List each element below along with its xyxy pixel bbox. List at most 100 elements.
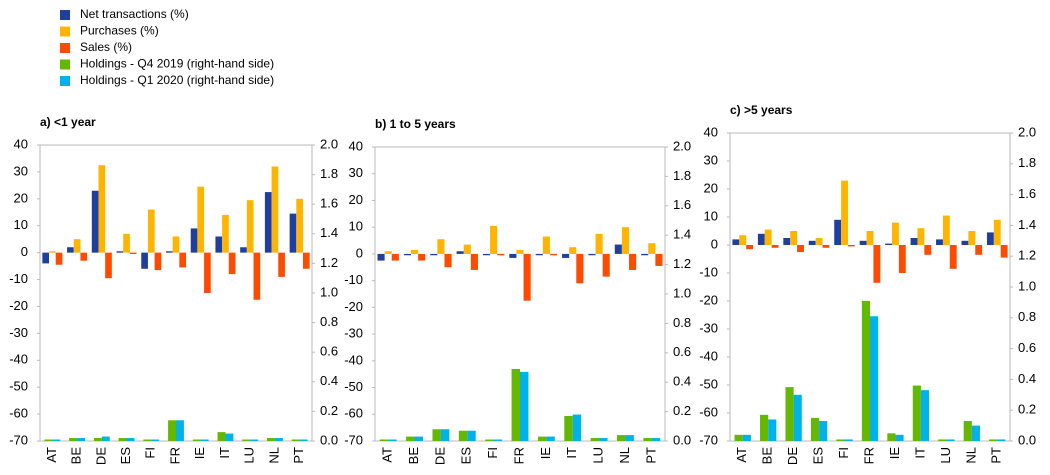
- bar: [975, 245, 983, 255]
- bar: [77, 438, 86, 441]
- bar: [391, 253, 399, 261]
- bar: [440, 429, 450, 441]
- y2-tick-label: 0.2: [320, 403, 338, 418]
- bar: [655, 253, 663, 266]
- bar: [997, 439, 1006, 441]
- x-tick-label: ES: [118, 447, 133, 465]
- legend-swatch: [60, 59, 70, 70]
- y-tick-label: -70: [344, 432, 363, 447]
- x-tick-label: NL: [963, 447, 978, 464]
- legend-swatch: [60, 10, 70, 20]
- y2-tick-label: 1.6: [1018, 186, 1036, 201]
- bar: [588, 253, 596, 256]
- bar: [225, 433, 234, 441]
- y-tick-label: -40: [344, 352, 363, 367]
- bar: [176, 420, 184, 441]
- bar: [793, 394, 802, 441]
- bar: [246, 200, 254, 253]
- bar: [467, 430, 476, 441]
- bar: [98, 165, 106, 253]
- bar: [242, 439, 251, 441]
- y-tick-label: 40: [14, 136, 28, 151]
- bar: [296, 198, 303, 253]
- bar: [768, 419, 777, 441]
- y2-tick-label: 1.2: [673, 256, 691, 271]
- bar: [379, 439, 389, 441]
- y2-tick-label: 0.2: [673, 403, 691, 418]
- bar: [430, 253, 438, 256]
- y2-tick-label: 1.2: [1018, 248, 1036, 263]
- bar: [546, 436, 555, 441]
- y-tick-label: 30: [704, 152, 718, 167]
- y2-tick-label: 0.0: [1018, 432, 1036, 447]
- y-tick-label: -40: [9, 352, 28, 367]
- x-tick-label: DE: [785, 447, 800, 465]
- y2-tick-label: 0.4: [320, 373, 338, 388]
- bar: [910, 238, 918, 245]
- y2-tick-label: 0.6: [673, 344, 691, 359]
- bar: [418, 253, 426, 261]
- bar: [470, 253, 478, 270]
- y2-tick-label: 0.8: [320, 314, 338, 329]
- y2-tick-label: 2.0: [1018, 124, 1036, 139]
- bar: [55, 252, 63, 265]
- y2-tick-label: 0.0: [320, 432, 338, 447]
- bar: [602, 253, 610, 277]
- bar: [80, 252, 88, 261]
- legend-label: Purchases (%): [80, 24, 159, 38]
- y2-tick-label: 0.0: [673, 432, 691, 447]
- y2-tick-label: 1.0: [320, 284, 338, 299]
- bar: [614, 244, 622, 254]
- bar: [936, 239, 943, 245]
- bar: [595, 233, 603, 254]
- bar: [861, 300, 870, 441]
- legend-swatch: [60, 76, 70, 86]
- bar: [783, 238, 791, 245]
- x-tick-label: IE: [192, 447, 207, 460]
- bar: [949, 245, 957, 269]
- bar: [147, 209, 155, 253]
- bar: [912, 385, 921, 441]
- bar: [250, 439, 259, 441]
- x-tick-label: FI: [836, 447, 851, 459]
- bar: [844, 439, 853, 441]
- bar: [278, 252, 285, 277]
- y-tick-label: -20: [344, 299, 363, 314]
- bar: [126, 438, 135, 441]
- y-tick-label: -40: [699, 348, 718, 363]
- bar: [757, 233, 765, 245]
- bar: [590, 438, 600, 441]
- bar: [946, 439, 955, 441]
- bar: [648, 243, 656, 254]
- y-tick-label: -60: [699, 404, 718, 419]
- y-tick-label: 40: [704, 124, 718, 139]
- bar: [49, 251, 56, 253]
- bar: [942, 215, 950, 245]
- bar: [892, 222, 899, 245]
- bar: [299, 439, 308, 441]
- bar: [69, 438, 78, 441]
- x-tick-label: IT: [217, 447, 232, 459]
- bar: [388, 439, 397, 441]
- bar: [866, 231, 874, 245]
- x-tick-label: PT: [989, 447, 1004, 464]
- y2-tick-label: 0.4: [1018, 371, 1036, 386]
- x-tick-label: LU: [591, 447, 606, 464]
- y-tick-label: 20: [14, 190, 28, 205]
- x-tick-label: NL: [266, 447, 281, 464]
- bar: [44, 439, 53, 441]
- y2-tick-label: 1.8: [320, 166, 338, 181]
- bar: [105, 252, 112, 279]
- x-tick-label: BE: [406, 447, 421, 465]
- bar: [458, 430, 468, 441]
- bar: [200, 439, 209, 441]
- x-tick-label: PT: [291, 447, 306, 464]
- bar: [463, 244, 471, 254]
- legend-swatch: [60, 43, 70, 53]
- bar: [771, 245, 779, 248]
- y-tick-label: -30: [344, 326, 363, 341]
- bar: [302, 252, 310, 269]
- bar: [641, 253, 649, 256]
- bar: [116, 251, 124, 253]
- y-tick-label: 40: [349, 138, 363, 153]
